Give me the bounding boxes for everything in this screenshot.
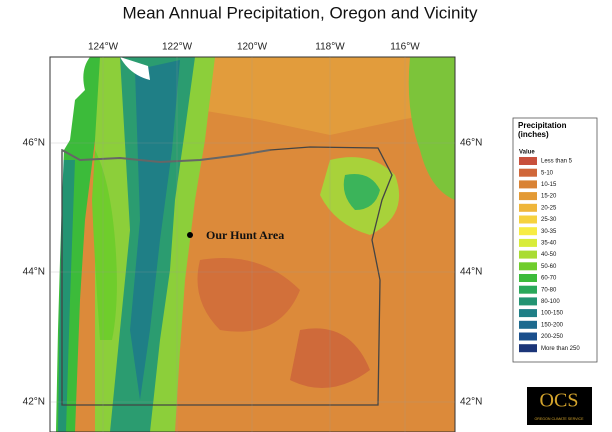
- legend: Precipitation (inches) Value Less than 5…: [512, 117, 598, 363]
- latitude-label: 44°N: [23, 267, 45, 278]
- legend-title: Precipitation (inches): [518, 121, 567, 139]
- legend-label: 50-60: [541, 264, 557, 270]
- latitude-label-right: 42°N: [460, 397, 482, 408]
- legend-label: 100-150: [541, 311, 564, 317]
- legend-title-box: Precipitation (inches): [518, 121, 567, 139]
- longitude-label: 118°W: [315, 42, 345, 53]
- legend-subtitle: Value: [519, 150, 535, 156]
- legend-swatch: [519, 285, 537, 294]
- legend-label: 40-50: [541, 252, 557, 258]
- legend-swatch: [519, 332, 537, 341]
- legend-label: Less than 5: [541, 159, 573, 165]
- legend-label: 5-10: [541, 170, 554, 176]
- legend-label: 15-20: [541, 194, 557, 200]
- legend-swatch: [519, 238, 537, 247]
- legend-items: Less than 5 5-10 10-15 15-20 20-25 25-30 30-35…: [519, 157, 580, 353]
- latitude-label: 46°N: [23, 138, 45, 149]
- logo-caption: OREGON CLIMATE SERVICE: [535, 417, 585, 421]
- longitude-label: 116°W: [390, 42, 420, 53]
- legend-label: 200-250: [541, 334, 564, 340]
- legend-label: 35-40: [541, 240, 557, 246]
- legend-swatch: [519, 157, 537, 165]
- legend-swatch: [519, 168, 537, 177]
- legend-swatch: [519, 203, 537, 212]
- latitude-label-right: 44°N: [460, 267, 482, 278]
- legend-label: 25-30: [541, 217, 557, 223]
- hunt-area-label: Our Hunt Area: [206, 228, 284, 242]
- latitude-label: 42°N: [23, 397, 45, 408]
- logo-mark: OCS: [540, 390, 579, 412]
- legend-swatch: [519, 309, 537, 318]
- longitude-label: 124°W: [88, 42, 119, 53]
- legend-swatch: [519, 250, 537, 259]
- legend-label: 30-35: [541, 229, 557, 235]
- map: [50, 57, 455, 432]
- legend-swatch: [519, 297, 537, 306]
- map-frame: [49, 56, 456, 432]
- legend-swatch: [519, 344, 537, 353]
- legend-swatch: [519, 192, 537, 201]
- legend-swatch: [519, 274, 537, 282]
- logo: OCS OREGON CLIMATE SERVICE: [527, 387, 592, 425]
- longitude-label: 122°W: [162, 42, 193, 53]
- legend-label: 60-70: [541, 276, 557, 282]
- map-title: Mean Annual Precipitation, Oregon and Vi…: [122, 3, 478, 22]
- legend-label: More than 250: [541, 346, 580, 352]
- legend-label: 10-15: [541, 182, 557, 188]
- legend-swatch: [519, 180, 537, 189]
- legend-label: 70-80: [541, 287, 557, 293]
- legend-label: 80-100: [541, 299, 560, 305]
- legend-label: 150-200: [541, 322, 564, 328]
- graticule: 124°W 122°W 120°W 118°W 116°W 46°N 46°N 44°N 44°…: [23, 42, 482, 432]
- longitude-label: 120°W: [237, 42, 268, 53]
- legend-swatch: [519, 262, 537, 271]
- legend-label: 20-25: [541, 205, 557, 211]
- legend-swatch: [519, 215, 537, 224]
- legend-swatch: [519, 227, 537, 236]
- legend-swatch: [519, 320, 537, 329]
- hunt-area-marker: [187, 232, 193, 238]
- latitude-label-right: 46°N: [460, 138, 482, 149]
- logo-box: [527, 387, 592, 425]
